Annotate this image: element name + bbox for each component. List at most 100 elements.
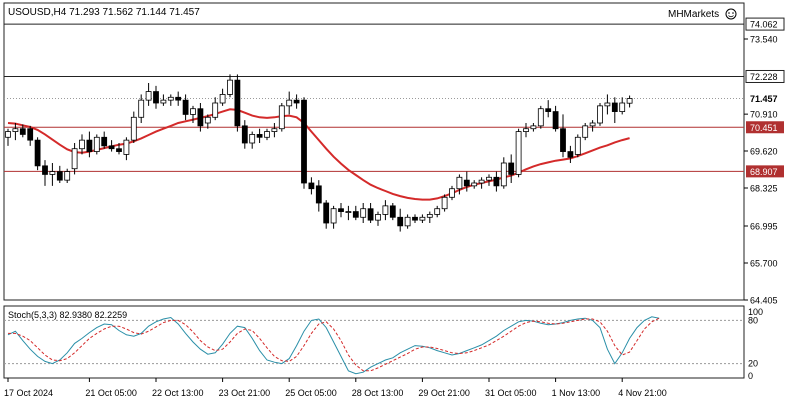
candle-body bbox=[345, 211, 352, 213]
price-tick-label: 69.620 bbox=[750, 147, 778, 157]
candle bbox=[145, 83, 152, 106]
candle bbox=[545, 100, 552, 118]
candle-body bbox=[352, 211, 359, 218]
candle-body bbox=[130, 116, 137, 141]
candle bbox=[293, 94, 300, 109]
candle bbox=[5, 128, 11, 146]
candle-body bbox=[182, 99, 189, 115]
candle bbox=[404, 214, 411, 229]
candle-body bbox=[219, 94, 226, 104]
candle bbox=[493, 171, 500, 192]
candle-body bbox=[138, 99, 145, 118]
candle bbox=[204, 114, 211, 129]
candle-body bbox=[530, 125, 537, 130]
candle-body bbox=[123, 139, 130, 155]
candle bbox=[375, 211, 381, 226]
candle-body bbox=[42, 165, 48, 175]
candle-body bbox=[456, 176, 463, 190]
candle-body bbox=[486, 176, 492, 181]
time-tick-label: 1 Nov 13:00 bbox=[552, 388, 601, 398]
level-label-box bbox=[746, 121, 784, 134]
candle-body bbox=[212, 102, 219, 118]
candle-body bbox=[175, 96, 182, 101]
candle bbox=[360, 203, 367, 223]
candle bbox=[478, 177, 485, 189]
candle bbox=[486, 174, 492, 186]
candle-body bbox=[234, 79, 241, 127]
candle-body bbox=[27, 128, 34, 141]
candle-body bbox=[153, 91, 159, 104]
current-price-label: 71.457 bbox=[750, 94, 778, 104]
candle bbox=[167, 94, 174, 106]
candle-body bbox=[463, 179, 470, 187]
candle-body bbox=[197, 108, 204, 127]
candle-body bbox=[404, 216, 411, 227]
candle-body bbox=[204, 116, 211, 124]
candle-body bbox=[19, 128, 26, 135]
candle-body bbox=[49, 171, 56, 175]
stoch-tick-label: 100 bbox=[748, 307, 763, 317]
candle bbox=[582, 123, 589, 141]
candle bbox=[160, 94, 167, 106]
candle-body bbox=[560, 128, 566, 152]
level-label-box bbox=[746, 165, 784, 178]
candle-body bbox=[116, 148, 122, 152]
candle bbox=[560, 114, 566, 158]
candle-body bbox=[441, 196, 448, 210]
price-tick-label: 66.995 bbox=[750, 222, 778, 232]
candle bbox=[123, 137, 130, 161]
candle bbox=[367, 203, 374, 223]
candle bbox=[500, 157, 507, 189]
stoch-main-line bbox=[7, 316, 660, 375]
candle-body bbox=[478, 179, 485, 184]
candle-body bbox=[293, 99, 300, 104]
candle bbox=[56, 165, 63, 183]
candle bbox=[456, 174, 463, 195]
candle bbox=[190, 105, 196, 123]
candle bbox=[419, 214, 426, 223]
candle bbox=[412, 214, 418, 223]
candle bbox=[234, 74, 241, 132]
candle bbox=[12, 123, 19, 141]
current-price-box bbox=[746, 92, 784, 105]
candle-body bbox=[323, 202, 330, 224]
candle bbox=[463, 171, 470, 192]
candle bbox=[27, 125, 34, 146]
candle-body bbox=[79, 139, 85, 150]
candle-body bbox=[611, 102, 618, 112]
brand-label: MHMarkets bbox=[668, 9, 719, 20]
candle-body bbox=[5, 131, 11, 138]
time-tick-label: 31 Oct 05:00 bbox=[485, 388, 537, 398]
candle bbox=[241, 120, 248, 149]
candle bbox=[153, 85, 159, 109]
candle bbox=[264, 128, 270, 141]
candle bbox=[256, 128, 263, 143]
candle-body bbox=[426, 214, 433, 218]
candle-body bbox=[264, 131, 270, 138]
candle bbox=[86, 131, 93, 158]
candle-body bbox=[567, 151, 574, 158]
level-label: 70.451 bbox=[750, 123, 778, 133]
time-tick-label: 23 Oct 21:00 bbox=[219, 388, 271, 398]
candle bbox=[93, 134, 100, 155]
candle-body bbox=[508, 162, 515, 175]
candle-body bbox=[108, 145, 115, 150]
candle-body bbox=[93, 136, 100, 152]
candle bbox=[552, 105, 559, 132]
candle bbox=[537, 105, 544, 129]
candle-body bbox=[249, 134, 256, 144]
candle-body bbox=[34, 139, 41, 167]
candle bbox=[434, 205, 441, 218]
candle-body bbox=[471, 182, 478, 187]
candle-body bbox=[360, 208, 367, 218]
candle bbox=[249, 131, 256, 149]
price-tick-label: 73.540 bbox=[750, 35, 778, 45]
candle bbox=[323, 200, 330, 229]
candle-body bbox=[86, 139, 93, 152]
candle-body bbox=[145, 91, 152, 101]
candle-body bbox=[419, 216, 426, 221]
candle bbox=[212, 97, 219, 121]
candle bbox=[19, 124, 26, 138]
candle-body bbox=[523, 128, 529, 132]
